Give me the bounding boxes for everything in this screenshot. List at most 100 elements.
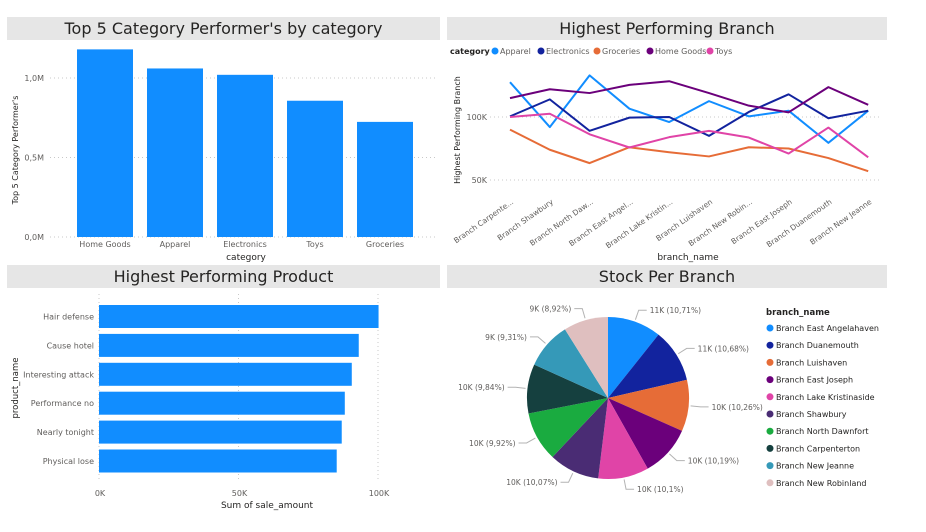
leader-line	[560, 472, 574, 483]
legend-marker-groceries[interactable]	[593, 47, 601, 55]
data-label: 10K (9,92%)	[469, 439, 516, 448]
legend-label[interactable]: Branch East Angelahaven	[776, 324, 879, 333]
legend-label[interactable]: Branch Duanemouth	[776, 341, 859, 350]
x-tick-label: 100K	[369, 489, 390, 498]
legend-label[interactable]: Branch Carpenterton	[776, 444, 860, 453]
leader-line	[690, 405, 709, 408]
legend-label[interactable]: Branch North Dawnfort	[776, 427, 869, 436]
legend-marker[interactable]	[766, 479, 774, 487]
slice-branch-luishaven[interactable]	[608, 379, 689, 431]
slice-branch-lake-kristinaside[interactable]	[598, 398, 648, 479]
bar-hair-defense[interactable]	[99, 305, 379, 328]
legend-marker[interactable]	[766, 358, 774, 366]
x-tick-label: Apparel	[160, 240, 191, 249]
slice-branch-east-angelahaven[interactable]	[608, 317, 659, 398]
legend-label[interactable]: Toys	[714, 47, 732, 56]
line-electronics[interactable]	[509, 93, 869, 137]
leader-line	[507, 386, 526, 389]
legend-label[interactable]: Apparel	[500, 47, 531, 56]
legend-marker[interactable]	[766, 462, 774, 470]
branch-chart-title: Highest Performing Branch	[447, 17, 887, 40]
y-tick-label: Hair defense	[43, 313, 94, 322]
slice-branch-new-robinland[interactable]	[564, 317, 608, 398]
legend-label[interactable]: Branch Lake Kristinaside	[776, 393, 875, 402]
legend-marker[interactable]	[766, 410, 774, 418]
y-axis-title: Top 5 Category Performer's	[11, 96, 20, 206]
legend-marker-home-goods[interactable]	[646, 47, 654, 55]
legend-label[interactable]: Home Goods	[655, 47, 706, 56]
legend-marker[interactable]	[766, 341, 774, 349]
bar-electronics[interactable]	[217, 74, 273, 237]
legend-marker[interactable]	[766, 393, 774, 401]
x-tick-label: 50K	[232, 489, 248, 498]
x-tick-label: Groceries	[366, 240, 404, 249]
data-label: 10K (9,84%)	[458, 383, 505, 392]
data-label: 10K (10,07%)	[506, 478, 557, 487]
slice-branch-carpenterton[interactable]	[526, 364, 608, 414]
data-label: 11K (10,68%)	[698, 344, 749, 353]
x-axis-title: branch_name	[657, 253, 719, 263]
line-groceries[interactable]	[509, 128, 869, 173]
bar-groceries[interactable]	[357, 121, 413, 237]
bar-toys[interactable]	[287, 100, 343, 237]
legend-marker-apparel[interactable]	[491, 47, 499, 55]
y-tick-label: Interesting attack	[23, 370, 94, 379]
legend-label[interactable]: Electronics	[546, 47, 590, 56]
x-axis-title: category	[226, 253, 266, 263]
x-tick-label: 0K	[95, 489, 106, 498]
leader-line	[677, 347, 695, 355]
leader-line	[634, 309, 647, 320]
slice-branch-shawbury[interactable]	[552, 398, 608, 479]
legend-marker[interactable]	[766, 324, 774, 332]
legend-label[interactable]: Branch Luishaven	[776, 358, 847, 367]
slice-branch-duanemouth[interactable]	[608, 334, 687, 398]
line-home-goods[interactable]	[509, 80, 869, 114]
slice-branch-north-dawnfort[interactable]	[528, 398, 608, 458]
product-chart-title: Highest Performing Product	[7, 265, 440, 288]
bar-interesting-attack[interactable]	[99, 362, 352, 386]
legend-title: branch_name	[766, 308, 830, 318]
leader-line	[529, 336, 546, 344]
legend-label[interactable]: Branch Shawbury	[776, 410, 847, 419]
x-tick-label: Branch Lake Kristin...	[604, 197, 674, 250]
legend-label[interactable]: Branch New Jeanne	[776, 462, 854, 471]
x-axis-title: Sum of sale_amount	[221, 501, 314, 511]
legend-marker[interactable]	[766, 376, 774, 384]
bar-nearly-tonight[interactable]	[99, 420, 342, 444]
data-label: 11K (10,71%)	[650, 306, 701, 315]
slice-branch-new-jeanne[interactable]	[534, 329, 608, 398]
legend-label[interactable]: Branch East Joseph	[776, 376, 853, 385]
line-toys[interactable]	[509, 112, 869, 159]
legend-marker[interactable]	[766, 444, 774, 452]
data-label: 10K (10,19%)	[688, 457, 739, 466]
y-axis-title: Highest Performing Branch	[453, 76, 462, 184]
category-chart-title: Top 5 Category Performer's by category	[7, 17, 440, 40]
y-tick-label: Cause hotel	[47, 341, 94, 350]
bar-physical-lose[interactable]	[99, 449, 337, 473]
y-tick-label: Nearly tonight	[37, 428, 94, 437]
slice-branch-east-joseph[interactable]	[608, 398, 683, 469]
line-apparel[interactable]	[509, 74, 869, 144]
legend-title: category	[450, 47, 491, 56]
legend-marker-toys[interactable]	[706, 47, 714, 55]
stock-chart-title: Stock Per Branch	[447, 265, 887, 288]
leader-line	[574, 308, 586, 319]
bar-performance-no[interactable]	[99, 391, 345, 415]
y-tick-label: Performance no	[31, 399, 94, 408]
bar-apparel[interactable]	[147, 68, 203, 238]
bar-cause-hotel[interactable]	[99, 333, 359, 357]
data-label: 9K (8,92%)	[530, 305, 572, 314]
bar-home-goods[interactable]	[77, 49, 133, 237]
x-tick-label: Toys	[305, 240, 323, 249]
y-tick-label: 50K	[472, 176, 488, 185]
legend-label[interactable]: Branch New Robinland	[776, 479, 867, 488]
data-label: 9K (9,31%)	[485, 333, 527, 342]
x-tick-label: Electronics	[223, 240, 267, 249]
y-tick-label: 0,0M	[24, 233, 44, 242]
legend-marker-electronics[interactable]	[537, 47, 545, 55]
legend-label[interactable]: Groceries	[602, 47, 640, 56]
y-tick-label: 0,5M	[24, 154, 44, 163]
x-tick-label: Home Goods	[79, 240, 130, 249]
legend-marker[interactable]	[766, 427, 774, 435]
